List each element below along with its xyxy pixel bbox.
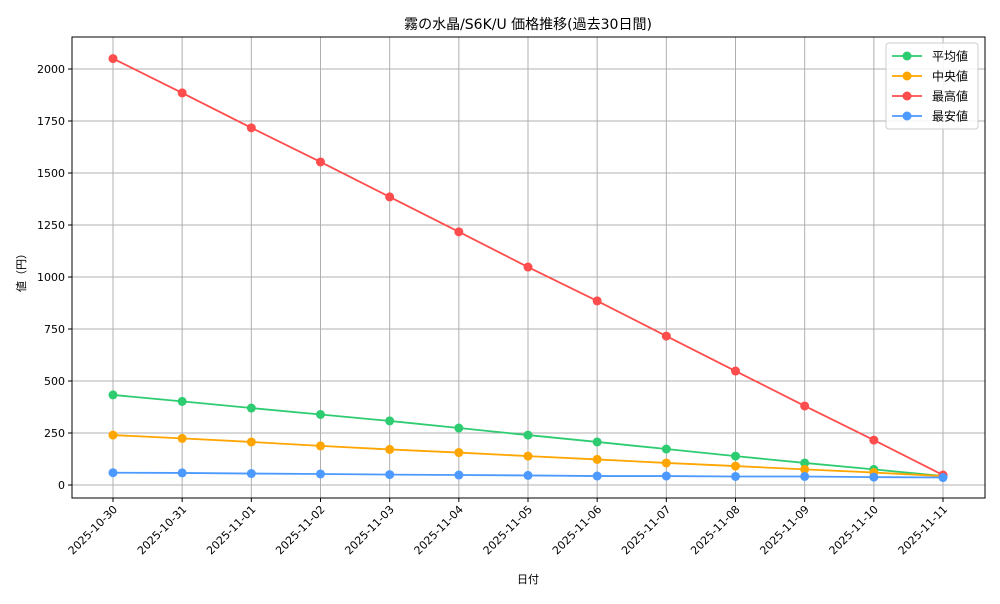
data-point [661, 444, 671, 454]
data-point [246, 123, 256, 133]
data-point [661, 331, 671, 341]
y-tick-label: 0 [58, 479, 65, 492]
data-point [108, 54, 118, 64]
data-point [731, 461, 740, 471]
y-axis-label: 値（円） [15, 248, 28, 292]
x-tick-label: 2025-11-09 [757, 503, 811, 557]
legend-label: 平均値 [932, 49, 968, 64]
data-point [316, 441, 325, 451]
y-tick-label: 2000 [37, 63, 65, 76]
legend-marker-icon [902, 91, 912, 101]
series-line [108, 468, 948, 483]
data-point [592, 437, 602, 447]
data-point [454, 448, 464, 458]
data-point [523, 451, 533, 461]
data-point [454, 227, 464, 237]
data-point [800, 471, 810, 481]
data-point [385, 192, 395, 202]
series-line [108, 54, 948, 480]
data-point [800, 458, 810, 468]
data-point [108, 468, 118, 478]
x-tick-label: 2025-11-10 [827, 503, 881, 557]
y-tick-label: 1500 [37, 167, 65, 180]
data-point [385, 444, 395, 454]
x-tick-label: 2025-11-04 [412, 503, 466, 557]
x-tick-label: 2025-11-02 [273, 503, 327, 557]
legend-marker-icon [902, 111, 912, 121]
data-point [316, 409, 325, 419]
data-point [592, 471, 602, 481]
legend-item: 中央値 [892, 69, 968, 84]
series-line [108, 390, 948, 481]
x-tick-label: 2025-11-01 [204, 503, 258, 557]
data-point [523, 262, 533, 272]
data-point [731, 366, 740, 376]
y-tick-label: 750 [44, 323, 65, 336]
data-point [592, 296, 602, 306]
data-point [869, 472, 879, 482]
x-tick-label: 2025-11-06 [550, 503, 604, 557]
legend-label: 中央値 [932, 69, 968, 84]
data-point [108, 430, 118, 440]
x-tick-label: 2025-10-31 [135, 503, 189, 557]
x-tick-label: 2025-11-05 [481, 503, 535, 557]
chart-title: 霧の水晶/S6K/U 価格推移(過去30日間) [404, 17, 652, 33]
x-tick-label: 2025-11-03 [342, 503, 396, 557]
data-point [177, 396, 187, 406]
data-point [246, 403, 256, 413]
x-axis-label: 日付 [517, 573, 539, 586]
data-point [385, 470, 395, 480]
data-point [177, 468, 187, 478]
data-point [177, 433, 187, 443]
data-point [800, 401, 810, 411]
x-tick-label: 2025-11-08 [688, 503, 742, 557]
y-tick-label: 1000 [37, 271, 65, 284]
series-line [108, 430, 948, 481]
x-tick-label: 2025-10-30 [66, 503, 120, 557]
data-point [177, 88, 187, 98]
legend-marker-icon [902, 51, 912, 61]
x-tick-label: 2025-11-11 [896, 503, 950, 557]
data-point [454, 470, 464, 480]
y-axis: 0 250 500 750 1000 1250 1500 1750 2000 [37, 63, 72, 492]
y-tick-label: 500 [44, 375, 65, 388]
data-point [731, 451, 740, 461]
data-point [661, 458, 671, 468]
data-point [246, 469, 256, 479]
data-point [454, 423, 464, 433]
legend-label: 最高値 [932, 89, 968, 104]
data-point [938, 473, 948, 483]
legend-label: 最安値 [932, 109, 968, 124]
x-axis: 2025-10-30 2025-10-31 2025-11-01 2025-11-02… [66, 498, 950, 557]
legend-marker-icon [902, 71, 912, 81]
y-tick-label: 1250 [37, 219, 65, 232]
data-series [108, 54, 948, 483]
legend-item: 最安値 [892, 109, 968, 124]
data-point [523, 470, 533, 480]
x-tick-label: 2025-11-07 [619, 503, 673, 557]
legend-box [885, 42, 979, 130]
data-point [316, 469, 325, 479]
data-point [661, 471, 671, 481]
data-point [385, 416, 395, 426]
data-point [246, 437, 256, 447]
legend-item: 平均値 [892, 49, 968, 64]
data-point [108, 390, 118, 400]
legend-item: 最高値 [892, 89, 968, 104]
y-tick-label: 1750 [37, 115, 65, 128]
data-point [592, 454, 602, 464]
data-point [800, 464, 810, 474]
data-point [523, 430, 533, 440]
data-point [731, 471, 740, 481]
y-tick-label: 250 [44, 427, 65, 440]
data-point [316, 157, 325, 167]
data-point [869, 435, 879, 445]
